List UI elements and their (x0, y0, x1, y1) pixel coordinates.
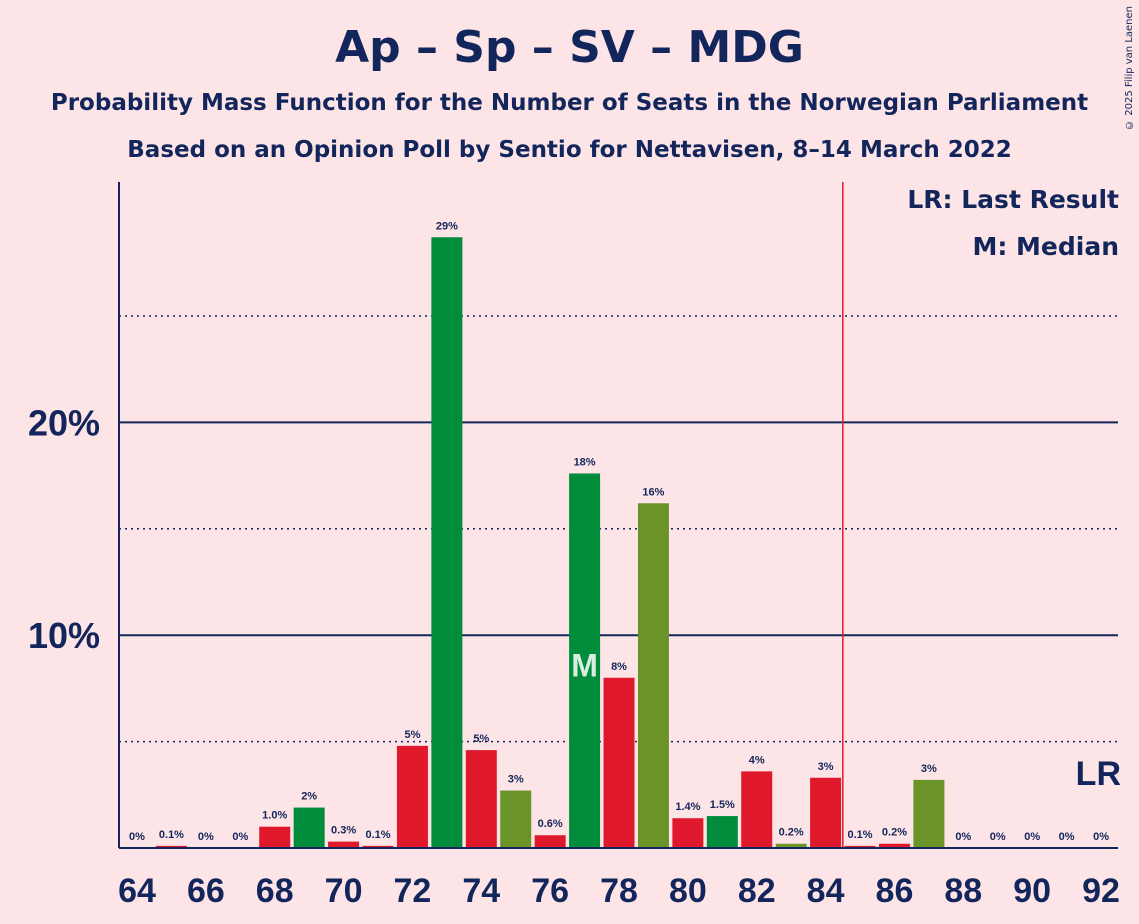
legend-median: M: Median (972, 232, 1119, 261)
data-label-seat-88: 0% (955, 831, 971, 843)
bar-seat-69 (293, 807, 325, 848)
data-label-seat-90: 0% (1024, 831, 1040, 843)
data-label-seat-91: 0% (1059, 831, 1075, 843)
bar-seat-82 (741, 771, 773, 848)
data-label-seat-73: 29% (436, 220, 458, 232)
bar-seat-77 (569, 473, 601, 848)
y-tick-label: 10% (28, 615, 100, 656)
chart-source-line: Based on an Opinion Poll by Sentio for N… (127, 137, 1012, 163)
x-tick-label: 92 (1082, 872, 1120, 910)
data-label-seat-80: 1.4% (675, 801, 700, 813)
data-label-seat-71: 0.1% (365, 829, 390, 841)
data-label-seat-78: 8% (611, 661, 627, 673)
bar-seat-75 (500, 790, 532, 848)
chart-subtitle: Probability Mass Function for the Number… (50, 90, 1089, 116)
x-tick-label: 68 (256, 872, 294, 910)
legend-last-result: LR: Last Result (907, 185, 1119, 214)
data-label-seat-85: 0.1% (847, 829, 872, 841)
bar-seat-85 (844, 845, 876, 848)
data-label-seat-65: 0.1% (159, 829, 184, 841)
x-tick-label: 80 (669, 872, 707, 910)
x-tick-label: 66 (187, 872, 225, 910)
data-label-seat-68: 1.0% (262, 810, 287, 822)
data-label-seat-69: 2% (301, 791, 317, 803)
x-tick-label: 72 (394, 872, 432, 910)
data-label-seat-72: 5% (404, 729, 420, 741)
data-label-seat-87: 3% (921, 763, 937, 775)
bar-seat-84 (810, 777, 842, 848)
x-tick-label: 90 (1013, 872, 1051, 910)
chart-title: Ap – Sp – SV – MDG (335, 22, 804, 73)
data-label-seat-77: 18% (574, 456, 596, 468)
x-tick-label: 88 (944, 872, 982, 910)
x-tick-label: 70 (325, 872, 363, 910)
bar-seat-83 (775, 843, 807, 848)
data-label-seat-76: 0.6% (538, 818, 563, 830)
bar-seat-80 (672, 818, 704, 848)
data-label-seat-82: 4% (749, 754, 765, 766)
x-tick-label: 74 (462, 872, 500, 910)
bar-seat-76 (534, 835, 566, 848)
data-label-seat-75: 3% (508, 774, 524, 786)
x-tick-label: 84 (807, 872, 845, 910)
data-label-seat-92: 0% (1093, 831, 1109, 843)
bar-seat-79 (637, 503, 669, 848)
data-label-seat-67: 0% (232, 831, 248, 843)
y-tick-label: 20% (28, 402, 100, 443)
bar-seat-78 (603, 677, 635, 848)
bar-seat-72 (396, 745, 428, 848)
x-tick-label: 64 (118, 872, 156, 910)
x-tick-label: 82 (738, 872, 776, 910)
bar-seat-86 (878, 843, 910, 848)
bar-seat-71 (362, 845, 394, 848)
bar-seat-70 (328, 841, 360, 848)
bar-seat-68 (259, 826, 291, 848)
median-marker: M (571, 648, 598, 684)
x-tick-label: 86 (876, 872, 914, 910)
last-result-marker: LR (1076, 755, 1121, 793)
data-label-seat-74: 5% (473, 733, 489, 745)
data-label-seat-81: 1.5% (710, 799, 735, 811)
data-label-seat-70: 0.3% (331, 825, 356, 837)
bar-seat-81 (706, 816, 738, 848)
bar-seat-73 (431, 237, 463, 848)
data-label-seat-66: 0% (198, 831, 214, 843)
data-label-seat-89: 0% (990, 831, 1006, 843)
x-tick-label: 78 (600, 872, 638, 910)
data-label-seat-64: 0% (129, 831, 145, 843)
bar-seat-87 (913, 779, 945, 848)
bar-seat-65 (155, 845, 187, 848)
data-label-seat-86: 0.2% (882, 827, 907, 839)
bar-seat-74 (465, 750, 497, 848)
data-label-seat-83: 0.2% (779, 827, 804, 839)
data-label-seat-79: 16% (642, 486, 664, 498)
data-label-seat-84: 3% (818, 761, 834, 773)
x-tick-label: 76 (531, 872, 569, 910)
